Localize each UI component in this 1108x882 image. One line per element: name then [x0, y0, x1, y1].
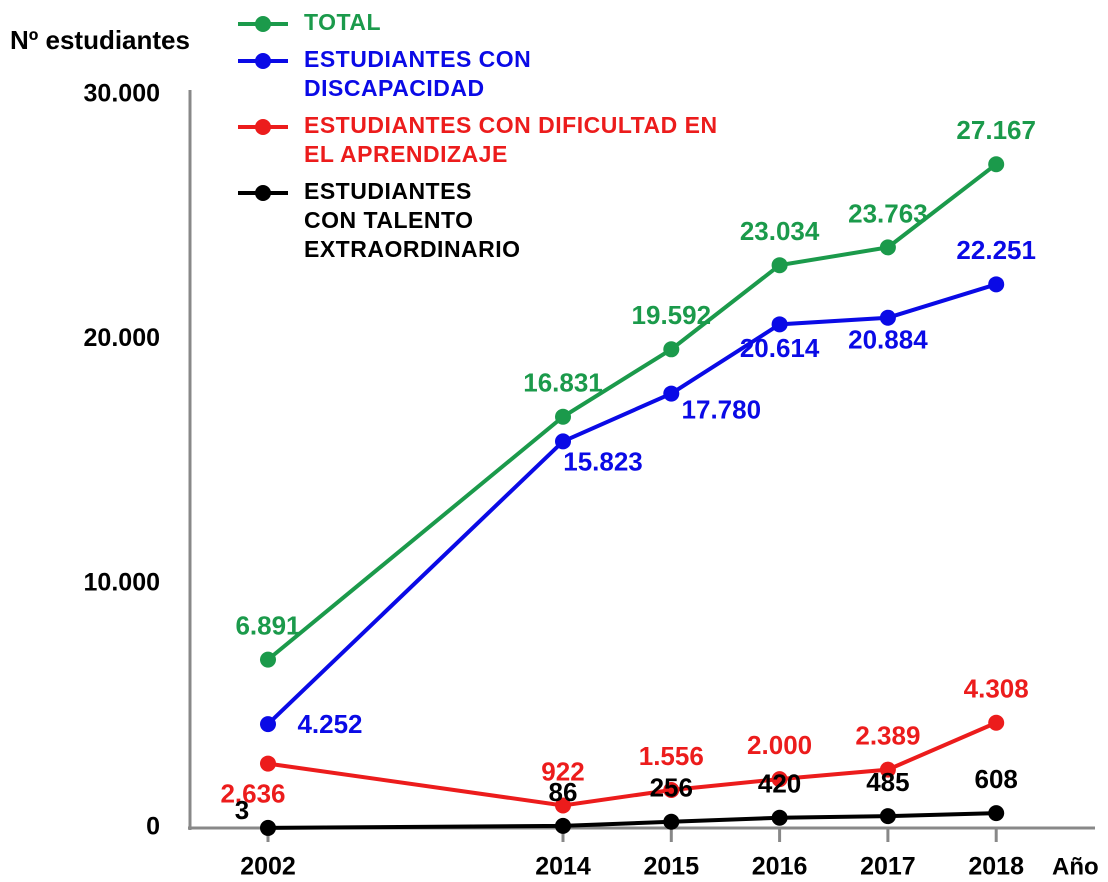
data-point: [555, 433, 571, 450]
legend-item: ESTUDIANTES CON DIFICULTAD EN EL APRENDI…: [238, 111, 734, 169]
data-label: 2.389: [855, 721, 920, 751]
data-label: 1.556: [639, 741, 704, 771]
data-point: [879, 808, 896, 825]
legend-swatch: [238, 16, 288, 32]
data-point: [771, 809, 788, 826]
y-tick-label: 20.000: [84, 324, 160, 352]
data-point: [260, 819, 276, 836]
y-tick-label: 0: [146, 813, 160, 841]
x-tick-label: 2017: [860, 853, 916, 881]
data-label: 922: [541, 756, 584, 786]
data-label: 4.252: [297, 709, 362, 739]
data-label: 23.034: [740, 216, 820, 246]
x-axis-label: Año: [1052, 853, 1099, 880]
legend-item: ESTUDIANTES CON TALENTO EXTRAORDINARIO: [238, 177, 520, 264]
data-point: [555, 408, 571, 425]
data-label: 20.884: [848, 325, 928, 355]
data-label: 6.891: [235, 611, 300, 641]
data-label: 485: [866, 767, 909, 797]
legend-label: ESTUDIANTES CON TALENTO EXTRAORDINARIO: [304, 178, 521, 262]
data-point: [663, 385, 680, 402]
data-label: 19.592: [632, 300, 712, 330]
data-label: 608: [975, 764, 1018, 794]
data-point: [555, 817, 571, 834]
data-label: 17.780: [682, 394, 762, 424]
data-label: 27.167: [956, 115, 1036, 145]
x-tick-label: 2002: [240, 853, 296, 881]
data-point: [988, 714, 1005, 731]
data-label: 4.308: [964, 674, 1029, 704]
data-point: [988, 156, 1005, 173]
x-tick-label: 2018: [968, 853, 1024, 881]
y-tick-label: 10.000: [84, 568, 160, 596]
data-point: [988, 276, 1005, 293]
data-point: [771, 316, 788, 333]
data-point: [879, 761, 896, 778]
data-label: 16.831: [523, 368, 603, 398]
legend-label: ESTUDIANTES CON DISCAPACIDAD: [304, 46, 532, 101]
data-label: 20.614: [740, 333, 820, 363]
legend-label: ESTUDIANTES CON DIFICULTAD EN EL APRENDI…: [304, 112, 718, 167]
data-label: 2.636: [220, 778, 285, 808]
data-point: [771, 257, 788, 274]
data-point: [988, 805, 1005, 822]
data-point: [663, 813, 680, 830]
data-label: 420: [758, 769, 801, 799]
data-point: [260, 651, 276, 668]
x-tick-label: 2016: [752, 853, 808, 881]
data-point: [555, 797, 571, 814]
data-label: 256: [650, 773, 693, 803]
data-label: 2.000: [747, 730, 812, 760]
x-tick-label: 2015: [643, 853, 699, 881]
data-point: [663, 781, 680, 798]
data-point: [260, 716, 276, 733]
y-axis-label: Nº estudiantes: [10, 25, 190, 55]
series-line: [266, 162, 998, 662]
legend-swatch: [238, 53, 288, 69]
series-line: [267, 720, 997, 808]
data-point: [771, 771, 788, 788]
data-label: 3: [235, 795, 249, 825]
legend: TOTAL ESTUDIANTES CON DISCAPACIDAD ESTUDIA…: [238, 0, 758, 264]
data-point: [663, 341, 680, 358]
data-label: 23.763: [848, 198, 928, 228]
legend-item: ESTUDIANTES CON DISCAPACIDAD: [238, 45, 564, 103]
data-label: 15.823: [563, 446, 643, 476]
data-label: 86: [549, 777, 578, 807]
data-point: [879, 309, 896, 326]
data-label: 22.251: [956, 235, 1036, 265]
series-line: [266, 282, 997, 726]
data-point: [879, 239, 896, 256]
x-tick-label: 2014: [535, 853, 591, 881]
legend-item: TOTAL: [238, 8, 734, 37]
y-tick-label: 30.000: [84, 80, 160, 108]
legend-swatch: [238, 185, 288, 201]
legend-label: TOTAL: [304, 9, 382, 35]
legend-swatch: [238, 119, 288, 135]
series-line: [267, 811, 997, 830]
data-point: [260, 755, 276, 772]
